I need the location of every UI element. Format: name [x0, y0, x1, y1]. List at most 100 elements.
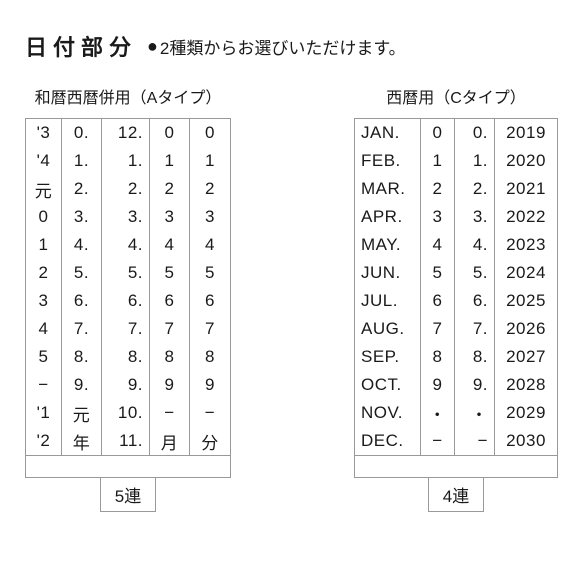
table-cell: 2. [102, 175, 149, 203]
table-cell: 1. [102, 147, 149, 175]
left-col: 0123456789−月 [150, 119, 190, 455]
table-cell: 3. [102, 203, 149, 231]
table-cell: 分 [190, 427, 230, 455]
table-cell: 0. [455, 119, 494, 147]
right-col: 0123456789・− [421, 119, 455, 455]
header-note: ● 2種類からお選びいただけます。 [147, 34, 406, 59]
table-cell: 3 [421, 203, 454, 231]
table-cell: 2026 [495, 315, 557, 343]
left-panel: 和暦西暦併用（Aタイプ） '3'4元012345−'1'20.1.2.3.4.5… [25, 84, 231, 512]
table-cell: '3 [26, 119, 61, 147]
table-cell: 9 [190, 371, 230, 399]
left-bracket: 5連 [25, 456, 231, 512]
table-cell: 3 [26, 287, 61, 315]
table-cell: 4 [421, 231, 454, 259]
table-cell: 元 [62, 399, 101, 427]
table-cell: 2. [62, 175, 101, 203]
table-cell: 9 [150, 371, 189, 399]
table-cell: 3. [455, 203, 494, 231]
table-cell: 2 [26, 259, 61, 287]
table-cell: 2021 [495, 175, 557, 203]
table-cell: ・ [421, 399, 454, 427]
table-cell: JAN. [355, 119, 420, 147]
table-cell: OCT. [355, 371, 420, 399]
table-cell: 元 [26, 175, 61, 203]
table-cell: SEP. [355, 343, 420, 371]
table-cell: 6. [62, 287, 101, 315]
table-cell: 2 [150, 175, 189, 203]
table-cell: − [150, 399, 189, 427]
table-cell: 年 [62, 427, 101, 455]
header-note-text: 2種類からお選びいただけます。 [160, 34, 406, 59]
table-cell: FEB. [355, 147, 420, 175]
table-cell: 10. [102, 399, 149, 427]
table-cell: 6 [421, 287, 454, 315]
table-cell: 2023 [495, 231, 557, 259]
table-cell: 7 [421, 315, 454, 343]
table-cell: 6. [102, 287, 149, 315]
right-panel: 西暦用（Cタイプ） JAN.FEB.MAR.APR.MAY.JUN.JUL.AU… [354, 84, 558, 512]
table-cell: 8. [62, 343, 101, 371]
panels: 和暦西暦併用（Aタイプ） '3'4元012345−'1'20.1.2.3.4.5… [25, 84, 558, 512]
right-footer: 4連 [428, 477, 484, 512]
table-cell: JUN. [355, 259, 420, 287]
table-cell: 9 [421, 371, 454, 399]
table-cell: 月 [150, 427, 189, 455]
table-cell: 2025 [495, 287, 557, 315]
left-panel-label: 和暦西暦併用（Aタイプ） [35, 84, 222, 108]
table-cell: 8. [102, 343, 149, 371]
table-cell: JUL. [355, 287, 420, 315]
table-cell: 4 [150, 231, 189, 259]
table-cell: 8 [421, 343, 454, 371]
table-cell: 6 [190, 287, 230, 315]
right-col: 0.1.2.3.4.5.6.7.8.9.・− [455, 119, 495, 455]
table-cell: 1. [455, 147, 494, 175]
table-cell: 6 [150, 287, 189, 315]
table-cell: '4 [26, 147, 61, 175]
table-cell: 9. [455, 371, 494, 399]
table-cell: 3 [150, 203, 189, 231]
header: 日付部分 ● 2種類からお選びいただけます。 [25, 30, 558, 62]
table-cell: 5. [62, 259, 101, 287]
table-cell: 2030 [495, 427, 557, 455]
table-cell: 7. [62, 315, 101, 343]
table-cell: ・ [455, 399, 494, 427]
table-cell: '1 [26, 399, 61, 427]
table-cell: 2. [455, 175, 494, 203]
table-cell: 3. [62, 203, 101, 231]
right-col: JAN.FEB.MAR.APR.MAY.JUN.JUL.AUG.SEP.OCT.… [355, 119, 421, 455]
table-cell: 7. [455, 315, 494, 343]
table-cell: 9. [102, 371, 149, 399]
left-col: 0123456789−分 [190, 119, 230, 455]
table-cell: 2024 [495, 259, 557, 287]
table-cell: 5. [455, 259, 494, 287]
table-cell: MAY. [355, 231, 420, 259]
table-cell: 0 [26, 203, 61, 231]
bullet-icon: ● [147, 36, 158, 57]
table-cell: 4. [455, 231, 494, 259]
table-cell: 2028 [495, 371, 557, 399]
table-cell: 1 [150, 147, 189, 175]
table-cell: 8. [455, 343, 494, 371]
table-cell: MAR. [355, 175, 420, 203]
table-cell: 2 [421, 175, 454, 203]
table-cell: DEC. [355, 427, 420, 455]
table-cell: AUG. [355, 315, 420, 343]
table-cell: 0. [62, 119, 101, 147]
table-cell: 2029 [495, 399, 557, 427]
left-col: 0.1.2.3.4.5.6.7.8.9.元年 [62, 119, 102, 455]
table-cell: 8 [150, 343, 189, 371]
left-footer: 5連 [100, 477, 156, 512]
table-cell: 5 [150, 259, 189, 287]
table-cell: 2019 [495, 119, 557, 147]
table-cell: 1 [26, 231, 61, 259]
table-cell: APR. [355, 203, 420, 231]
table-cell: 7 [150, 315, 189, 343]
table-cell: 4 [190, 231, 230, 259]
table-cell: 5. [102, 259, 149, 287]
table-cell: 6. [455, 287, 494, 315]
table-cell: − [455, 427, 494, 455]
table-cell: 4 [26, 315, 61, 343]
left-col: '3'4元012345−'1'2 [26, 119, 62, 455]
table-cell: NOV. [355, 399, 420, 427]
